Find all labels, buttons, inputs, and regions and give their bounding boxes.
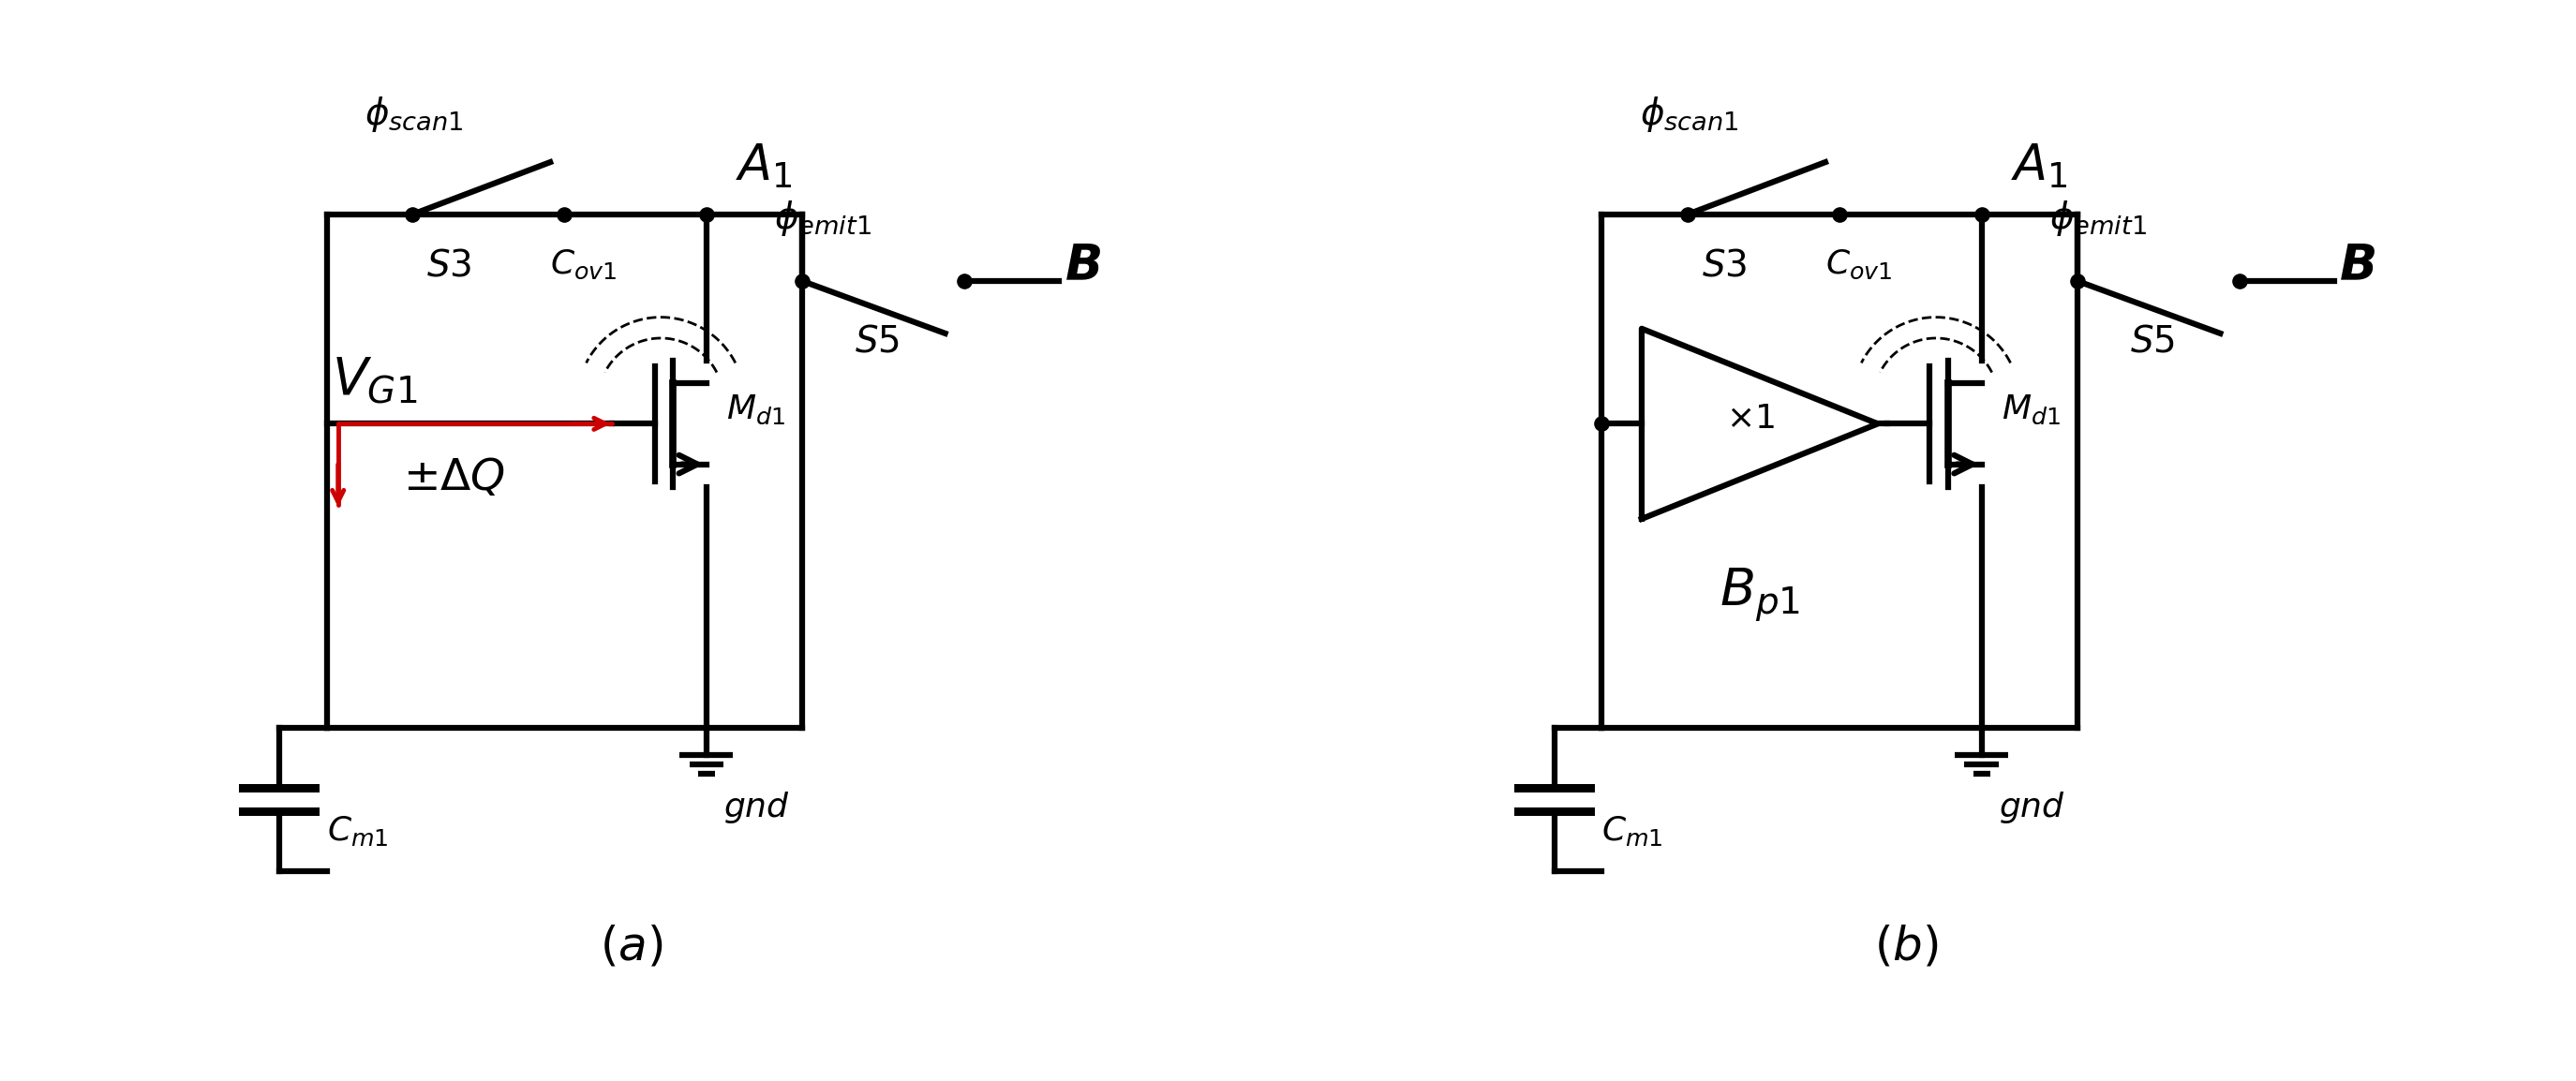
Point	[685, 205, 726, 223]
Text: $\boldsymbol{A_1}$: $\boldsymbol{A_1}$	[2012, 142, 2069, 190]
Text: $C_{m1}$: $C_{m1}$	[1602, 814, 1664, 848]
Text: $S3$: $S3$	[428, 248, 471, 283]
Text: $\boldsymbol{B_{p1}}$: $\boldsymbol{B_{p1}}$	[1718, 566, 1801, 624]
Text: $\boldsymbol{B}$: $\boldsymbol{B}$	[1064, 242, 1100, 291]
Text: $S5$: $S5$	[2130, 324, 2174, 360]
Text: $C_{ov1}$: $C_{ov1}$	[551, 248, 618, 281]
Point	[1819, 205, 1860, 223]
Text: $S5$: $S5$	[855, 324, 899, 360]
Point	[1667, 205, 1708, 223]
Text: $C_{ov1}$: $C_{ov1}$	[1826, 248, 1893, 281]
Point	[943, 272, 984, 290]
Text: $(a)$: $(a)$	[600, 924, 662, 970]
Text: $\times 1$: $\times 1$	[1726, 403, 1775, 435]
Point	[392, 205, 433, 223]
Text: $C_{m1}$: $C_{m1}$	[327, 814, 389, 848]
Text: $S3$: $S3$	[1703, 248, 1747, 283]
Point	[1960, 205, 2002, 223]
Text: $\pm\Delta Q$: $\pm\Delta Q$	[402, 457, 505, 499]
Text: $\phi_{emit1}$: $\phi_{emit1}$	[773, 199, 871, 238]
Text: $gnd$: $gnd$	[1999, 790, 2066, 826]
Text: $\phi_{emit1}$: $\phi_{emit1}$	[2048, 199, 2146, 238]
Text: $\phi_{scan1}$: $\phi_{scan1}$	[366, 94, 464, 134]
Text: $gnd$: $gnd$	[724, 790, 791, 826]
Text: $\boldsymbol{V_{G1}}$: $\boldsymbol{V_{G1}}$	[332, 356, 417, 406]
Text: $\boldsymbol{A_1}$: $\boldsymbol{A_1}$	[737, 142, 793, 190]
Text: $(b)$: $(b)$	[1875, 924, 1937, 970]
Point	[781, 272, 822, 290]
Point	[1582, 415, 1623, 432]
Text: $M_{d1}$: $M_{d1}$	[726, 393, 786, 426]
Point	[544, 205, 585, 223]
Point	[2218, 272, 2259, 290]
Text: $\phi_{scan1}$: $\phi_{scan1}$	[1641, 94, 1739, 134]
Text: $M_{d1}$: $M_{d1}$	[2002, 393, 2061, 426]
Point	[2056, 272, 2097, 290]
Text: $\boldsymbol{B}$: $\boldsymbol{B}$	[2339, 242, 2375, 291]
